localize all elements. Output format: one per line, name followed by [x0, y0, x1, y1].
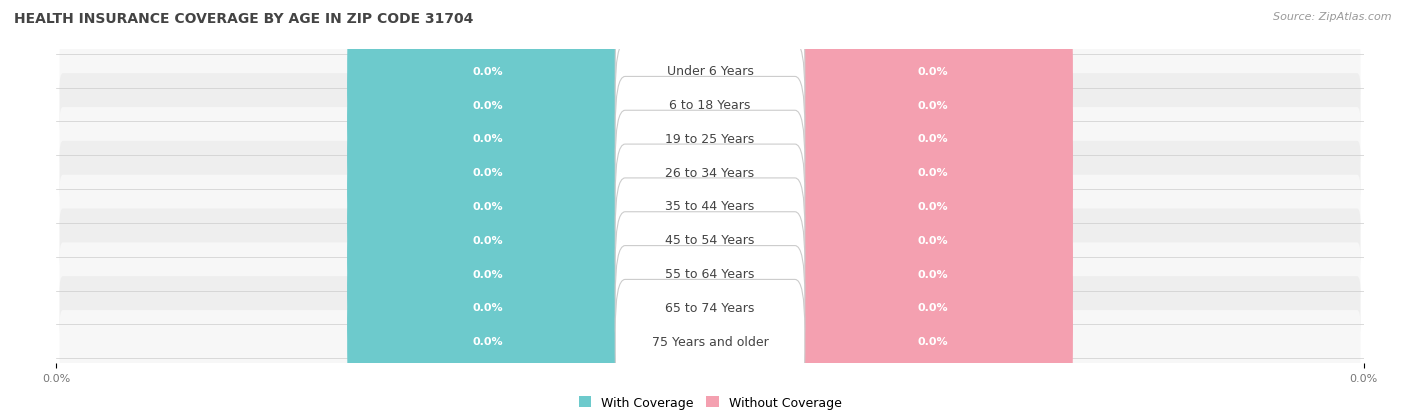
FancyBboxPatch shape [347, 10, 628, 133]
Text: 65 to 74 Years: 65 to 74 Years [665, 301, 755, 314]
FancyBboxPatch shape [792, 145, 1073, 268]
Text: 55 to 64 Years: 55 to 64 Years [665, 268, 755, 280]
FancyBboxPatch shape [59, 108, 1361, 170]
FancyBboxPatch shape [792, 78, 1073, 200]
Text: 0.0%: 0.0% [472, 303, 503, 313]
FancyBboxPatch shape [616, 178, 804, 302]
FancyBboxPatch shape [59, 175, 1361, 238]
Text: 0.0%: 0.0% [472, 134, 503, 144]
FancyBboxPatch shape [59, 74, 1361, 136]
FancyBboxPatch shape [59, 209, 1361, 271]
FancyBboxPatch shape [616, 10, 804, 133]
FancyBboxPatch shape [59, 310, 1361, 373]
Text: 0.0%: 0.0% [472, 337, 503, 347]
Text: 0.0%: 0.0% [472, 168, 503, 178]
FancyBboxPatch shape [616, 77, 804, 201]
Legend: With Coverage, Without Coverage: With Coverage, Without Coverage [574, 391, 846, 413]
Text: 26 to 34 Years: 26 to 34 Years [665, 166, 755, 179]
Text: 0.0%: 0.0% [917, 66, 948, 76]
FancyBboxPatch shape [792, 112, 1073, 234]
FancyBboxPatch shape [792, 247, 1073, 369]
Text: 0.0%: 0.0% [917, 269, 948, 279]
FancyBboxPatch shape [347, 112, 628, 234]
FancyBboxPatch shape [347, 179, 628, 301]
FancyBboxPatch shape [792, 44, 1073, 166]
FancyBboxPatch shape [792, 179, 1073, 301]
FancyBboxPatch shape [59, 142, 1361, 204]
FancyBboxPatch shape [347, 247, 628, 369]
Text: 0.0%: 0.0% [472, 269, 503, 279]
FancyBboxPatch shape [616, 111, 804, 235]
Text: HEALTH INSURANCE COVERAGE BY AGE IN ZIP CODE 31704: HEALTH INSURANCE COVERAGE BY AGE IN ZIP … [14, 12, 474, 26]
Text: 0.0%: 0.0% [917, 168, 948, 178]
FancyBboxPatch shape [59, 243, 1361, 305]
FancyBboxPatch shape [347, 44, 628, 166]
Text: 0.0%: 0.0% [917, 202, 948, 211]
FancyBboxPatch shape [59, 277, 1361, 339]
FancyBboxPatch shape [792, 213, 1073, 335]
Text: 19 to 25 Years: 19 to 25 Years [665, 133, 755, 145]
FancyBboxPatch shape [347, 78, 628, 200]
Text: 0.0%: 0.0% [917, 303, 948, 313]
FancyBboxPatch shape [347, 213, 628, 335]
FancyBboxPatch shape [616, 212, 804, 336]
FancyBboxPatch shape [347, 145, 628, 268]
Text: 35 to 44 Years: 35 to 44 Years [665, 200, 755, 213]
Text: 0.0%: 0.0% [472, 100, 503, 110]
FancyBboxPatch shape [616, 246, 804, 370]
FancyBboxPatch shape [792, 280, 1073, 403]
Text: 0.0%: 0.0% [472, 66, 503, 76]
Text: 0.0%: 0.0% [917, 134, 948, 144]
Text: 0.0%: 0.0% [917, 337, 948, 347]
FancyBboxPatch shape [616, 145, 804, 268]
FancyBboxPatch shape [59, 40, 1361, 103]
Text: 0.0%: 0.0% [917, 100, 948, 110]
Text: 0.0%: 0.0% [472, 202, 503, 211]
FancyBboxPatch shape [347, 280, 628, 403]
FancyBboxPatch shape [616, 43, 804, 167]
FancyBboxPatch shape [792, 10, 1073, 133]
FancyBboxPatch shape [616, 280, 804, 403]
Text: 75 Years and older: 75 Years and older [651, 335, 769, 348]
Text: 0.0%: 0.0% [917, 235, 948, 245]
Text: Under 6 Years: Under 6 Years [666, 65, 754, 78]
Text: 45 to 54 Years: 45 to 54 Years [665, 234, 755, 247]
Text: 6 to 18 Years: 6 to 18 Years [669, 99, 751, 112]
Text: Source: ZipAtlas.com: Source: ZipAtlas.com [1274, 12, 1392, 22]
Text: 0.0%: 0.0% [472, 235, 503, 245]
